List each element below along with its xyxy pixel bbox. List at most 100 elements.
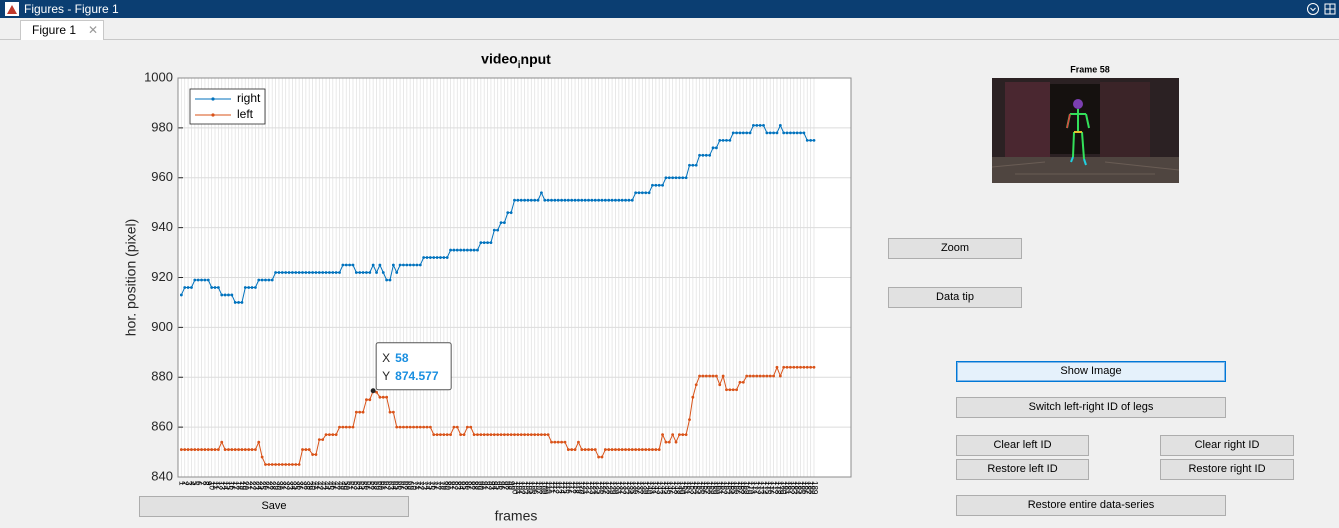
series-marker: [260, 455, 264, 459]
x-tick-label: 60: [376, 481, 385, 490]
x-tick-label: 22: [248, 481, 257, 490]
series-marker: [408, 425, 412, 429]
series-marker: [745, 131, 749, 135]
show-image-button[interactable]: Show Image: [956, 361, 1226, 382]
series-marker: [402, 425, 405, 429]
x-tick-label: 42: [315, 481, 324, 490]
x-tick-label: 134: [625, 481, 634, 495]
x-tick-label: 107: [534, 481, 543, 495]
series-marker: [220, 440, 224, 444]
tab-close[interactable]: ✕: [88, 23, 99, 37]
series-marker: [415, 263, 419, 267]
x-tick-label: 24: [255, 481, 264, 490]
series-marker: [799, 131, 802, 135]
x-tick-label: 15: [224, 481, 233, 490]
series-marker: [287, 271, 291, 274]
series-marker: [600, 198, 604, 202]
series-marker: [415, 425, 419, 429]
series-marker: [543, 433, 547, 437]
x-tick-label: 79: [440, 481, 449, 490]
series-marker: [307, 271, 311, 274]
series-marker: [469, 248, 473, 252]
series-marker: [223, 448, 227, 451]
x-tick-label: 4: [187, 481, 196, 486]
series-marker: [381, 395, 385, 399]
series-marker: [546, 433, 550, 437]
series-marker: [452, 248, 456, 252]
restore-all-button[interactable]: Restore entire data-series: [956, 495, 1226, 516]
restore-left-button[interactable]: Restore left ID: [956, 459, 1089, 480]
x-tick-label: 92: [483, 481, 492, 490]
x-tick-label: 117: [568, 481, 577, 494]
y-tick-label: 920: [151, 269, 173, 284]
window-title: Figures - Figure 1: [24, 2, 119, 16]
series-marker: [778, 123, 782, 127]
axes-box: [177, 77, 852, 478]
series-marker: [418, 263, 422, 267]
series-marker: [802, 131, 806, 135]
tab[interactable]: Figure 1 ✕: [20, 20, 104, 40]
series-marker: [472, 248, 476, 252]
x-tick-label: 141: [648, 481, 657, 495]
series-marker: [432, 433, 436, 437]
x-tick-label: 54: [356, 481, 365, 490]
series-marker: [395, 425, 399, 429]
x-tick-label: 81: [446, 481, 455, 490]
x-tick-label: 109: [541, 481, 550, 495]
restore-right-button[interactable]: Restore right ID: [1160, 459, 1294, 480]
x-tick-label: 104: [524, 481, 533, 495]
series-marker: [775, 365, 779, 369]
series-marker: [230, 448, 234, 451]
series-marker: [398, 263, 402, 267]
x-tick-label: 1: [177, 481, 186, 486]
series-marker: [748, 131, 752, 135]
x-tick-label: 61: [379, 481, 388, 490]
tab-label: Figure 1: [32, 23, 77, 37]
series-marker: [627, 198, 631, 202]
x-tick-label: 148: [672, 481, 681, 495]
series-marker: [388, 410, 392, 414]
series-marker: [358, 410, 362, 414]
series-marker: [516, 198, 520, 202]
series-marker: [294, 463, 298, 466]
series-marker: [644, 448, 648, 451]
series-marker: [731, 388, 735, 392]
x-tick-label: 111: [547, 481, 556, 494]
x-tick-label: 156: [699, 481, 708, 495]
series-marker: [667, 176, 671, 180]
series-marker: [257, 440, 261, 444]
x-tick-label: 74: [423, 481, 432, 490]
x-tick-label: 135: [628, 481, 637, 495]
series-marker: [728, 388, 732, 392]
series-marker: [580, 198, 584, 202]
series-marker: [708, 153, 712, 157]
x-tick-label: 50: [342, 481, 351, 490]
data-tip-button[interactable]: Data tip: [888, 287, 1022, 308]
x-tick-label: 26: [261, 481, 270, 490]
series-marker: [331, 271, 335, 274]
clear-right-button[interactable]: Clear right ID: [1160, 435, 1294, 456]
window-controls[interactable]: [1306, 2, 1336, 16]
clear-left-button[interactable]: Clear left ID: [956, 435, 1089, 456]
x-tick-label: 182: [786, 481, 795, 495]
series-marker: [607, 198, 611, 202]
x-tick-label: 121: [581, 481, 590, 495]
series-marker: [600, 455, 604, 459]
switch-button[interactable]: Switch left-right ID of legs: [956, 397, 1226, 418]
x-tick-label: 168: [739, 481, 748, 495]
series-marker: [556, 440, 560, 444]
x-tick-label: 162: [719, 481, 728, 495]
series-marker: [573, 448, 577, 451]
series-marker: [651, 448, 654, 451]
series-marker: [624, 198, 627, 202]
series-marker: [324, 433, 328, 437]
zoom-button[interactable]: Zoom: [888, 238, 1022, 259]
series-marker: [509, 433, 513, 437]
save-button[interactable]: Save: [139, 496, 409, 517]
series-marker: [553, 198, 557, 202]
series-marker: [368, 398, 372, 402]
x-tick-label: 119: [574, 481, 583, 494]
x-tick-label: 152: [685, 481, 694, 495]
series-marker: [718, 138, 722, 142]
series-marker: [624, 448, 627, 451]
